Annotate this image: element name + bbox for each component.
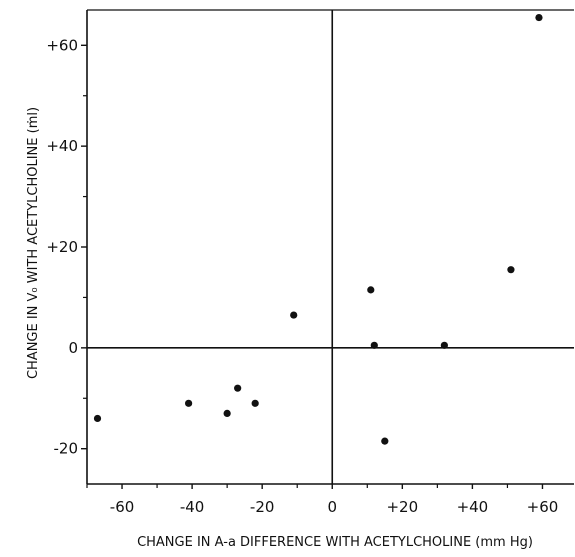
- data-point: [185, 399, 193, 407]
- x-tick-label: -40: [180, 498, 205, 516]
- data-point: [93, 414, 102, 423]
- data-point: [234, 384, 242, 392]
- y-tick-label: +20: [46, 238, 78, 256]
- data-point: [440, 341, 448, 349]
- y-ticks-group: -20 0 +20 +40 +60: [46, 36, 87, 458]
- data-point: [367, 286, 375, 294]
- data-point: [290, 311, 298, 319]
- points-group: [93, 13, 543, 445]
- data-point: [251, 399, 259, 407]
- data-point: [507, 266, 515, 274]
- axes-group: [86, 9, 574, 485]
- x-tick-label: -60: [110, 498, 135, 516]
- x-tick-label: -20: [250, 498, 275, 516]
- x-tick-label: 0: [327, 498, 337, 516]
- data-point: [223, 409, 231, 418]
- y-tick-label: 0: [68, 339, 78, 357]
- x-tick-label: +40: [457, 498, 489, 516]
- y-axis-label: CHANGE IN V₀ WITH ACETYLCHOLINE (ṁl): [26, 107, 41, 379]
- data-point: [381, 437, 389, 445]
- x-axis-label: CHANGE IN A-a DIFFERENCE WITH ACETYLCHOL…: [137, 535, 533, 550]
- data-point: [535, 13, 543, 22]
- x-tick-label: +60: [527, 498, 559, 516]
- y-tick-label: +60: [46, 36, 78, 54]
- data-point: [370, 341, 378, 349]
- y-tick-label: +40: [46, 137, 78, 155]
- x-tick-label: +20: [386, 498, 418, 516]
- y-tick-label: -20: [54, 440, 79, 458]
- x-ticks-group: -60 -40 -20 0 +20 +40 +60: [86, 484, 559, 516]
